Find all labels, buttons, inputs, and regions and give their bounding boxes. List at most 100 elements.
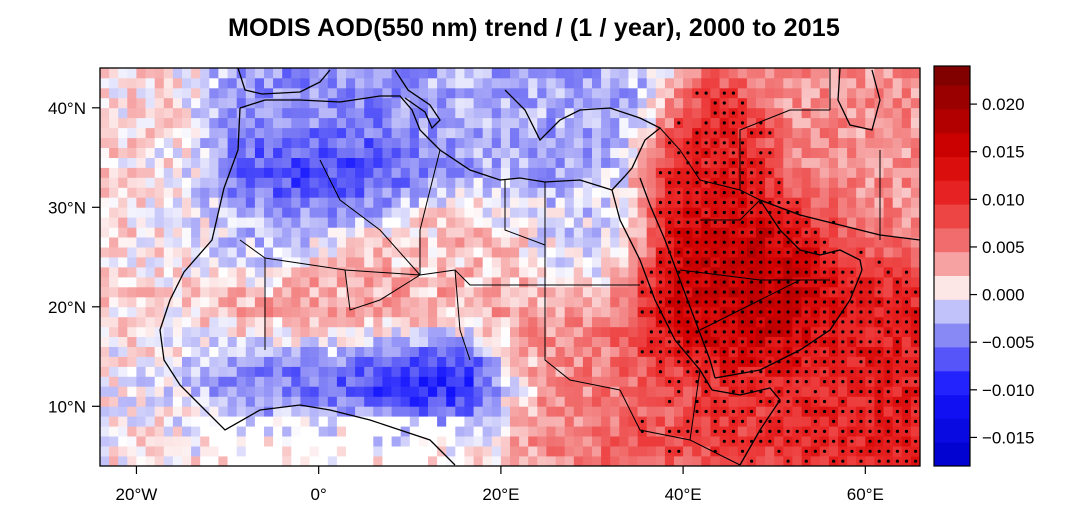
significance-dot [640, 310, 644, 314]
grid-cell [610, 267, 620, 278]
grid-cell [637, 257, 648, 268]
significance-dot [850, 419, 854, 423]
grid-cell [118, 326, 128, 337]
grid-cell [154, 296, 165, 308]
grid-cell [109, 167, 119, 178]
grid-cell [692, 456, 702, 467]
grid-cell [892, 257, 903, 268]
grid-cell [564, 346, 575, 357]
grid-cell [355, 386, 365, 397]
grid-cell [245, 326, 256, 337]
grid-cell [555, 97, 566, 109]
grid-cell [455, 296, 465, 308]
grid-cell [437, 326, 447, 337]
significance-dot [795, 399, 799, 404]
grid-cell [874, 227, 884, 238]
grid-cell [209, 366, 219, 377]
grid-cell [118, 68, 128, 79]
grid-cell [592, 217, 602, 228]
grid-cell [200, 267, 210, 278]
grid-cell [209, 97, 219, 109]
grid-cell [182, 277, 192, 288]
significance-dot [750, 181, 754, 185]
grid-cell [437, 436, 447, 447]
grid-cell [355, 167, 365, 178]
significance-dot [813, 270, 818, 274]
grid-cell [145, 306, 156, 318]
grid-cell [555, 436, 566, 447]
grid-cell [409, 376, 420, 387]
significance-dot [722, 280, 726, 284]
significance-dot [695, 210, 699, 215]
grid-cell [136, 346, 146, 357]
grid-cell [373, 446, 383, 457]
grid-cell [674, 416, 684, 427]
grid-cell [336, 68, 347, 79]
grid-cell [382, 267, 392, 278]
grid-cell [519, 286, 529, 298]
significance-dot [850, 449, 854, 453]
grid-cell [819, 117, 830, 129]
grid-cell [236, 77, 247, 89]
grid-cell [546, 396, 556, 407]
grid-cell [537, 456, 547, 467]
significance-dot [740, 230, 745, 234]
grid-cell [109, 396, 119, 407]
significance-dot [904, 280, 909, 284]
significance-dot [686, 340, 690, 344]
grid-cell [847, 396, 857, 407]
grid-cell [528, 117, 538, 129]
grid-cell [482, 227, 493, 238]
grid-cell [172, 306, 183, 318]
grid-cell [245, 277, 256, 288]
grid-cell [491, 376, 502, 387]
grid-cell [610, 296, 620, 308]
grid-cell [664, 406, 675, 417]
grid-cell [555, 406, 566, 417]
grid-cell [327, 197, 338, 208]
grid-cell [573, 286, 584, 298]
grid-cell [336, 396, 347, 407]
grid-cell [756, 87, 766, 99]
grid-cell [510, 436, 520, 447]
grid-cell [300, 107, 310, 119]
grid-cell [273, 376, 283, 387]
grid-cell [418, 97, 429, 109]
significance-dot [713, 340, 717, 344]
grid-cell [592, 187, 602, 198]
grid-cell [537, 107, 547, 119]
grid-cell [282, 97, 292, 109]
significance-dot [658, 280, 663, 284]
grid-cell [491, 87, 502, 99]
grid-cell [428, 286, 438, 298]
grid-cell [264, 326, 274, 337]
grid-cell [500, 326, 511, 337]
grid-cell [482, 147, 493, 158]
grid-cell [464, 267, 474, 278]
grid-cell [200, 376, 210, 387]
grid-cell [756, 77, 766, 89]
grid-cell [582, 346, 593, 357]
grid-cell [801, 416, 812, 427]
grid-cell [391, 107, 402, 119]
grid-cell [218, 316, 228, 328]
grid-cell [746, 68, 757, 79]
grid-cell [254, 77, 265, 89]
grid-cell [628, 217, 638, 228]
grid-cell [883, 187, 894, 198]
grid-cell [537, 147, 547, 158]
grid-cell [409, 87, 420, 99]
grid-cell [610, 446, 620, 457]
grid-cell [400, 316, 411, 328]
significance-dot [695, 360, 699, 364]
grid-cell [564, 187, 575, 198]
grid-cell [856, 227, 866, 238]
grid-cell [346, 97, 356, 109]
significance-dot [895, 320, 900, 324]
significance-dot [886, 320, 890, 324]
grid-cell [409, 117, 420, 129]
significance-dot [904, 320, 909, 324]
grid-cell [637, 167, 648, 178]
grid-cell [409, 97, 420, 109]
grid-cell [191, 257, 201, 268]
